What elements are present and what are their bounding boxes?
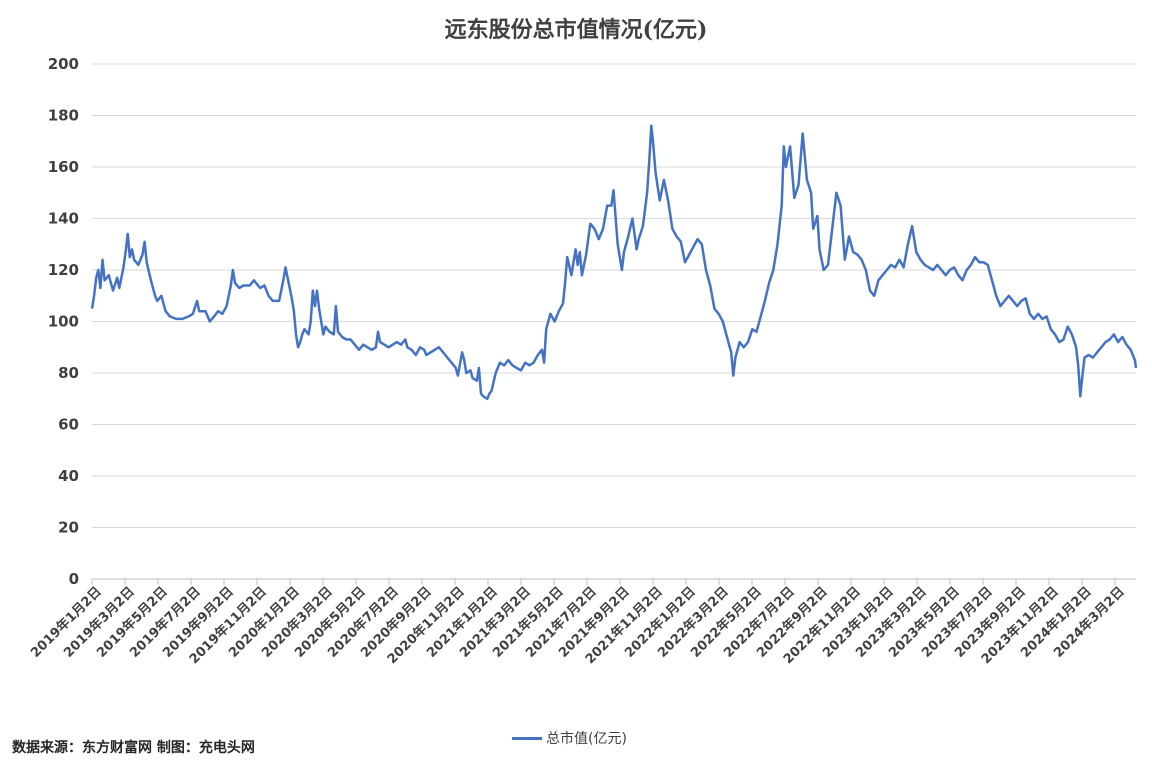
y-tick-label: 140 (48, 210, 79, 228)
y-tick-label: 200 (48, 55, 79, 73)
y-tick-label: 80 (58, 364, 79, 382)
legend: 总市值(亿元) (512, 728, 627, 748)
series-layer (90, 124, 1138, 401)
y-axis-ticks: 0 20 40 60 80 100 120 140 160 180 200 (48, 55, 79, 588)
y-tick-label: 60 (58, 416, 79, 434)
y-tick-label: 100 (48, 313, 79, 331)
chart-title: 远东股份总市值情况(亿元) (444, 17, 708, 43)
y-tick-label: 0 (69, 570, 79, 588)
x-axis-ticks: 2019年1月2日2019年3月2日2019年5月2日2019年7月2日2019… (28, 579, 1128, 667)
y-tick-label: 120 (48, 261, 79, 279)
y-tick-label: 40 (58, 467, 79, 485)
series-line-market-cap (90, 124, 1138, 401)
y-tick-label: 160 (48, 158, 79, 176)
gridlines (92, 63, 1136, 528)
legend-swatch (512, 736, 542, 740)
source-note: 数据来源：东方财富网 制图：充电头网 (12, 740, 255, 756)
y-tick-label: 180 (48, 107, 79, 125)
y-tick-label: 20 (58, 519, 79, 537)
legend-label: 总市值(亿元) (546, 731, 627, 747)
